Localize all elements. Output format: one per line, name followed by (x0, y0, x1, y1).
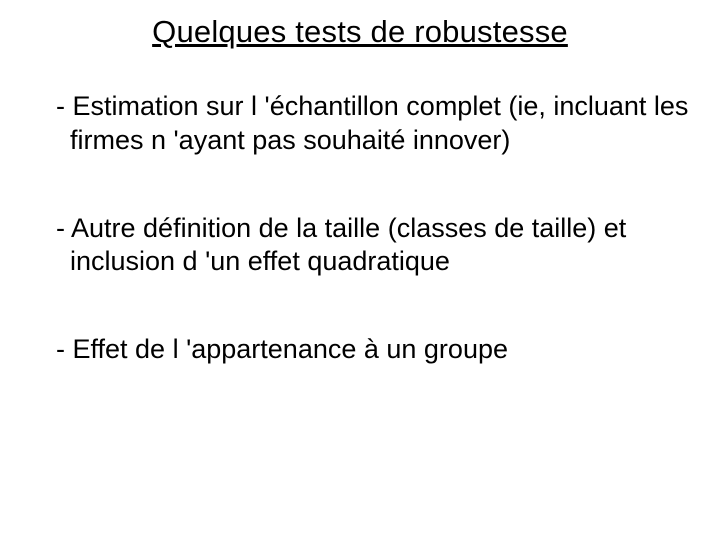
bullet-item: - Effet de l 'appartenance à un groupe (30, 333, 690, 367)
bullet-item: - Estimation sur l 'échantillon complet … (30, 90, 690, 158)
bullet-item: - Autre définition de la taille (classes… (30, 212, 690, 280)
slide: Quelques tests de robustesse - Estimatio… (0, 0, 720, 540)
slide-body: - Estimation sur l 'échantillon complet … (30, 90, 690, 421)
slide-title: Quelques tests de robustesse (0, 14, 720, 50)
